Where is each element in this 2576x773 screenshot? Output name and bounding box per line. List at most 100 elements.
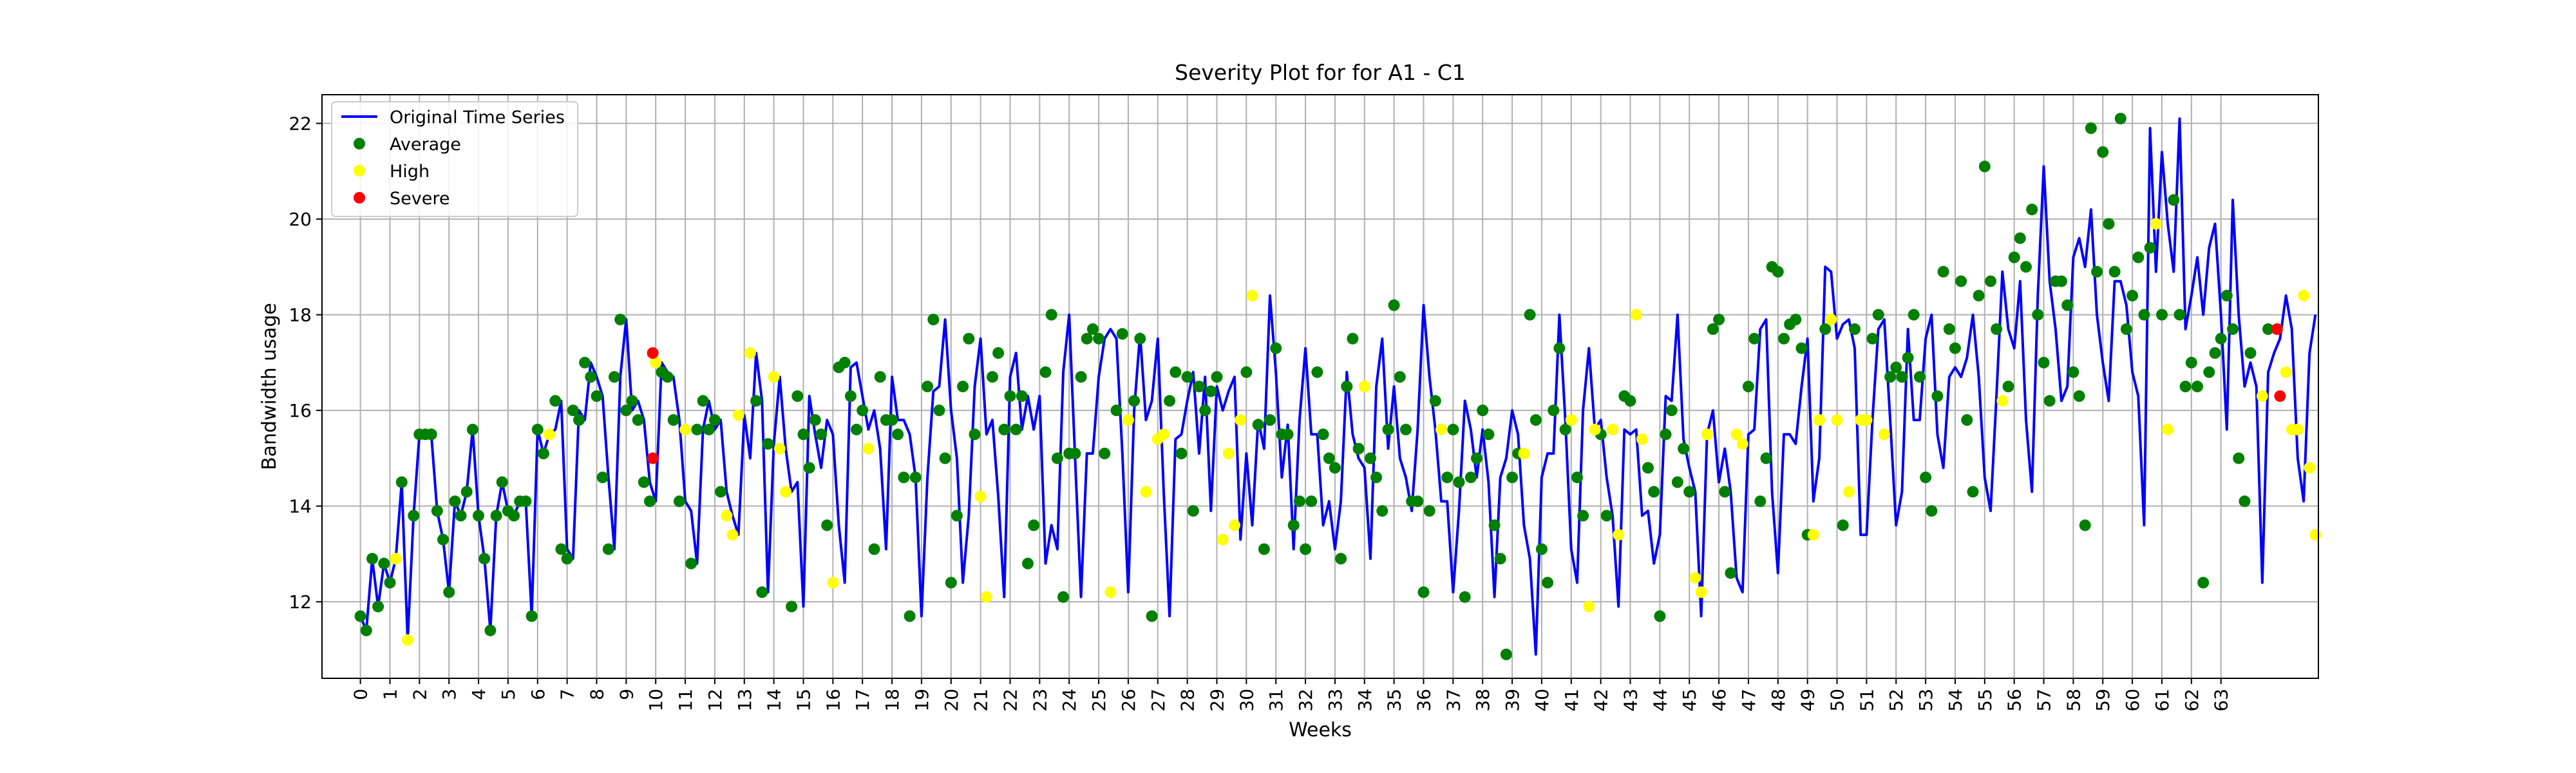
x-tick-label: 23 <box>1029 689 1050 712</box>
point-average <box>1329 462 1341 474</box>
x-tick-label: 19 <box>911 689 933 712</box>
x-tick-label: 13 <box>734 689 755 712</box>
x-tick-label: 18 <box>882 689 903 712</box>
point-average <box>1039 366 1052 378</box>
point-average <box>803 462 815 474</box>
x-tick-label: 50 <box>1827 689 1848 712</box>
point-average <box>2008 251 2020 263</box>
point-average <box>573 414 585 426</box>
point-average <box>1459 591 1471 603</box>
point-average <box>1110 405 1122 417</box>
point-average <box>969 428 981 441</box>
point-average <box>626 395 638 407</box>
x-tick-label: 21 <box>971 689 992 712</box>
x-tick-label: 3 <box>439 689 460 700</box>
point-high <box>827 577 839 589</box>
point-average <box>1931 390 1944 402</box>
point-average <box>638 476 650 488</box>
point-average <box>1866 332 1879 345</box>
point-average <box>2108 265 2121 278</box>
x-tick-label: 30 <box>1236 689 1257 712</box>
point-average <box>1412 495 1424 508</box>
x-tick-label: 46 <box>1709 689 1730 712</box>
point-average <box>2085 122 2097 134</box>
point-average <box>2215 332 2227 345</box>
point-average <box>1725 567 1737 579</box>
point-average <box>1748 332 1761 345</box>
point-average <box>987 371 998 383</box>
x-tick-label: 34 <box>1354 689 1376 712</box>
legend-label-average: Average <box>390 135 461 155</box>
point-average <box>1116 328 1128 340</box>
point-average <box>2209 347 2221 359</box>
point-average <box>992 347 1005 359</box>
point-average <box>1760 452 1772 464</box>
point-average <box>508 510 520 522</box>
point-high <box>1104 586 1117 598</box>
y-tick-label: 16 <box>289 400 312 421</box>
x-tick-label: 54 <box>1945 689 1966 712</box>
point-average <box>1553 342 1566 354</box>
point-average <box>620 405 632 417</box>
x-tick-label: 48 <box>1768 689 1789 712</box>
point-high <box>773 443 786 455</box>
point-high <box>1358 381 1370 392</box>
series-line-layer <box>359 117 2317 656</box>
point-average <box>933 405 945 417</box>
x-tick-label: 44 <box>1649 689 1671 712</box>
point-average <box>1642 462 1654 474</box>
point-average <box>596 472 609 484</box>
x-tick-label: 5 <box>498 689 519 700</box>
point-average <box>1991 323 2003 335</box>
point-average <box>2120 323 2132 335</box>
point-average <box>2014 232 2026 244</box>
x-tick-label: 63 <box>2211 689 2232 712</box>
point-average <box>354 610 366 622</box>
x-tick-label: 31 <box>1265 689 1287 712</box>
point-average <box>1199 405 1211 417</box>
point-average <box>697 395 709 407</box>
point-average <box>874 371 886 383</box>
point-average <box>2192 381 2203 392</box>
point-average <box>1985 275 1996 287</box>
point-average <box>1400 423 1412 435</box>
point-average <box>2221 289 2233 301</box>
point-average <box>2032 309 2044 321</box>
point-average <box>1683 486 1696 498</box>
point-average <box>1252 419 1264 431</box>
point-average <box>1057 591 1069 603</box>
point-average <box>2227 323 2239 335</box>
point-average <box>857 405 869 417</box>
x-tick-label: 20 <box>941 689 962 712</box>
point-average <box>661 371 674 383</box>
point-average <box>2233 452 2245 464</box>
x-tick-label: 10 <box>645 689 667 712</box>
point-average <box>1542 577 1554 589</box>
point-average <box>1772 265 1784 278</box>
point-average <box>2174 309 2186 321</box>
point-average <box>756 586 768 598</box>
point-average <box>1323 452 1335 464</box>
point-average <box>815 428 827 441</box>
point-average <box>1211 371 1223 383</box>
x-tick-label: 1 <box>379 689 401 700</box>
point-average <box>395 476 408 488</box>
point-average <box>2144 242 2156 254</box>
x-tick-label: 37 <box>1443 689 1464 712</box>
x-tick-label: 16 <box>822 689 844 712</box>
x-tick-label: 57 <box>2034 689 2055 712</box>
point-average <box>1447 423 1459 435</box>
point-average <box>2185 356 2197 368</box>
point-average <box>2091 265 2103 278</box>
x-tick-label: 6 <box>527 689 549 700</box>
point-average <box>1890 361 1902 374</box>
point-average <box>1872 309 1884 321</box>
point-average <box>1365 452 1376 464</box>
point-high <box>650 356 662 368</box>
point-average <box>1790 314 1802 325</box>
x-tick-label: 7 <box>557 689 578 700</box>
point-average <box>496 476 508 488</box>
point-average <box>1258 543 1270 555</box>
point-high <box>1565 414 1577 426</box>
